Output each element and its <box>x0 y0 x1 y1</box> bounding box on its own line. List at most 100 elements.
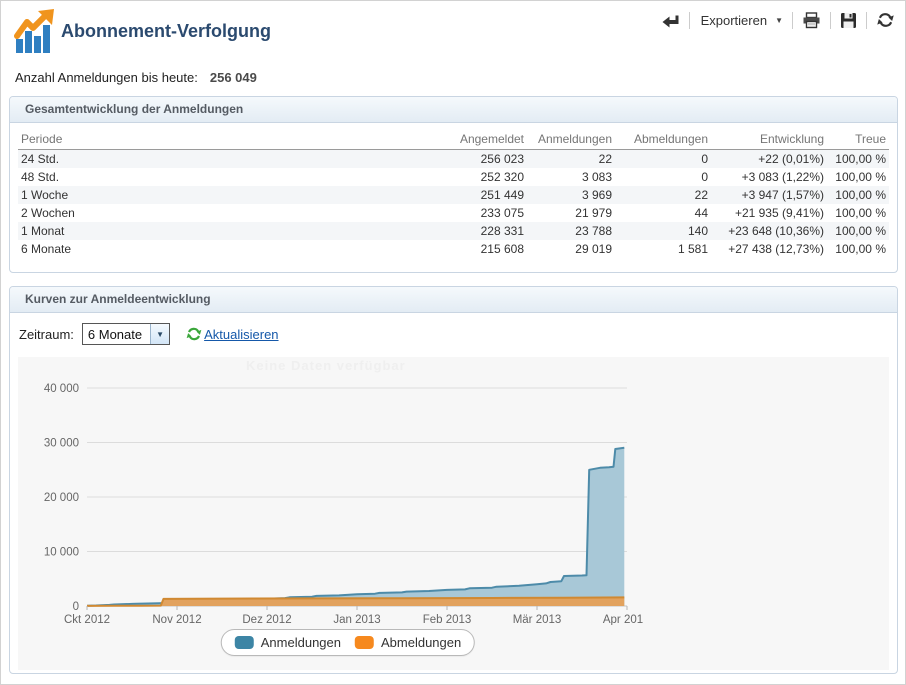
toolbar-divider <box>866 11 867 29</box>
table-cell: 6 Monate <box>21 242 72 256</box>
back-icon[interactable] <box>661 12 680 29</box>
table-cell: 1 Monat <box>21 224 65 238</box>
refresh-green-icon[interactable] <box>186 326 202 342</box>
overview-table: Periode Angemeldet Anmeldungen Abmeldungen E… <box>18 130 889 258</box>
table-cell: 29 019 <box>575 242 612 256</box>
legend-label: Anmeldungen <box>260 635 341 650</box>
save-icon[interactable] <box>840 12 857 29</box>
chart-watermark: Keine Daten verfügbar <box>246 358 406 373</box>
area-anmeldungen <box>87 447 625 606</box>
toolbar-divider <box>688 11 690 29</box>
overview-panel: Gesamtentwicklung der Anmeldungen Period… <box>9 96 898 273</box>
x-axis-tick-label: Dez 2012 <box>242 614 291 625</box>
line-anmeldungen <box>86 446 625 607</box>
subscription-chart: Keine Daten verfügbar 0 10 000 20 000 30 00… <box>18 357 889 670</box>
table-cell: 100,00 % <box>835 152 886 166</box>
table-cell: 2 Wochen <box>21 206 75 220</box>
table-cell: 228 331 <box>480 224 524 238</box>
table-cell: 23 788 <box>575 224 612 238</box>
chart-logo-icon <box>14 9 54 53</box>
table-cell: 1 581 <box>677 242 708 256</box>
table-cell: +3 947 (1,57%) <box>741 188 824 202</box>
x-axis-tick-label: Nov 2012 <box>152 614 201 625</box>
table-cell: 100,00 % <box>835 206 886 220</box>
print-icon[interactable] <box>802 11 821 29</box>
legend-item-anmeldungen[interactable]: Anmeldungen <box>234 635 341 650</box>
table-cell: 22 <box>694 188 708 202</box>
table-cell: 3 083 <box>581 170 612 184</box>
column-header: Anmeldungen <box>527 130 615 150</box>
x-axis-tick-label: Mär 2013 <box>513 614 562 625</box>
table-cell: 100,00 % <box>835 224 886 238</box>
table-cell: 251 449 <box>480 188 524 202</box>
table-cell: 21 979 <box>575 206 612 220</box>
table-cell: +27 438 (12,73%) <box>728 242 824 256</box>
table-cell: 1 Woche <box>21 188 69 202</box>
table-row: 6 Monate 215 608 29 019 1 581 +27 438 (12,73… <box>18 240 889 258</box>
chart-legend: Anmeldungen Abmeldungen <box>220 629 476 656</box>
table-cell: +23 648 (10,36%) <box>728 224 824 238</box>
toolbar-divider <box>792 11 793 29</box>
table-header-row: Periode Angemeldet Anmeldungen Abmeldungen E… <box>18 130 889 150</box>
toolbar-divider <box>830 11 831 29</box>
subscriber-count-row: Anzahl Anmeldungen bis heute: 256 049 <box>15 70 257 85</box>
period-select[interactable]: 6 Monate ▼ <box>81 323 171 345</box>
table-cell: 3 969 <box>581 188 612 202</box>
table-cell: 256 023 <box>480 152 524 166</box>
select-chevron-icon: ▼ <box>150 324 170 344</box>
legend-swatch <box>234 636 254 649</box>
y-axis-tick-label: 0 <box>73 601 79 613</box>
column-header: Treue <box>827 130 889 150</box>
table-row: 1 Monat 228 331 23 788 140 +23 648 (10,36%) 1… <box>18 222 889 240</box>
table-row: 48 Std. 252 320 3 083 0 +3 083 (1,22%) 100,00… <box>18 168 889 186</box>
column-header: Periode <box>18 130 415 150</box>
curves-panel-title: Kurven zur Anmeldeentwicklung <box>10 287 897 313</box>
period-label: Zeitraum: <box>19 326 74 342</box>
chart-controls: Zeitraum: 6 Monate ▼ Aktualisieren <box>19 323 279 345</box>
table-cell: 0 <box>701 170 708 184</box>
table-cell: 100,00 % <box>835 170 886 184</box>
refresh-link[interactable]: Aktualisieren <box>204 326 279 342</box>
export-button[interactable]: Exportieren ▼ <box>699 13 783 28</box>
column-header: Abmeldungen <box>615 130 711 150</box>
line-abmeldungen <box>86 596 625 607</box>
table-row: 2 Wochen 233 075 21 979 44 +21 935 (9,41%) 10… <box>18 204 889 222</box>
table-row: 24 Std. 256 023 22 0 +22 (0,01%) 100,00 % <box>18 149 889 168</box>
y-axis-tick-label: 40 000 <box>44 383 79 395</box>
table-cell: +22 (0,01%) <box>758 152 824 166</box>
table-cell: 22 <box>598 152 612 166</box>
y-axis-tick-label: 10 000 <box>44 547 79 559</box>
toolbar: Exportieren ▼ <box>661 8 895 32</box>
overview-panel-title: Gesamtentwicklung der Anmeldungen <box>10 97 897 123</box>
table-cell: 140 <box>687 224 708 238</box>
table-cell: 233 075 <box>480 206 524 220</box>
period-select-value: 6 Monate <box>87 327 143 342</box>
subscriber-count-value: 256 049 <box>209 70 257 85</box>
x-axis-tick-label: Jan 2013 <box>333 614 380 625</box>
table-cell: 100,00 % <box>835 188 886 202</box>
area-chart-canvas: 0 10 000 20 000 30 000 40 000 Ckt 2012 Nov 201… <box>44 383 643 626</box>
table-cell: +3 083 (1,22%) <box>741 170 824 184</box>
column-header: Angemeldet <box>415 130 527 150</box>
x-axis-tick-label: Ckt 2012 <box>64 614 110 625</box>
table-cell: 100,00 % <box>835 242 886 256</box>
y-axis-tick-label: 30 000 <box>44 438 79 450</box>
table-cell: 252 320 <box>480 170 524 184</box>
table-cell: 44 <box>694 206 708 220</box>
y-axis-tick-label: 20 000 <box>44 492 79 504</box>
table-cell: 215 608 <box>480 242 524 256</box>
legend-item-abmeldungen[interactable]: Abmeldungen <box>355 635 461 650</box>
page-title: Abonnement-Verfolgung <box>61 21 271 41</box>
x-axis-tick-label: Feb 2013 <box>423 614 472 625</box>
legend-label: Abmeldungen <box>381 635 462 650</box>
table-cell: 24 Std. <box>21 152 60 166</box>
table-cell: 48 Std. <box>21 170 60 184</box>
refresh-icon[interactable] <box>876 11 895 29</box>
app-header: Abonnement-Verfolgung Exportieren ▼ <box>1 1 905 93</box>
export-label: Exportieren <box>700 12 768 28</box>
chevron-down-icon: ▼ <box>775 15 783 25</box>
table-row: 1 Woche 251 449 3 969 22 +3 947 (1,57%) 100,0… <box>18 186 889 204</box>
x-axis-tick-label: Apr 201 <box>603 614 643 625</box>
legend-swatch <box>355 636 374 649</box>
table-cell: +21 935 (9,41%) <box>734 206 824 220</box>
